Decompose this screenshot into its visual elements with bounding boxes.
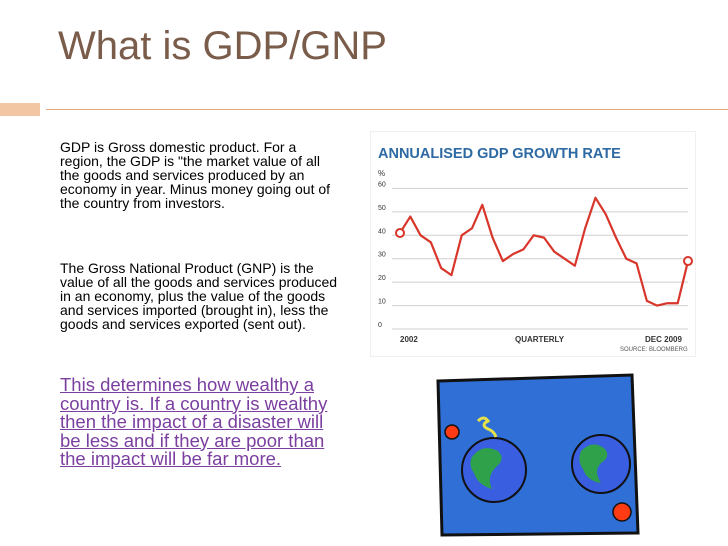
x-end-label: DEC 2009 <box>645 335 682 344</box>
x-axis-label: QUARTERLY <box>515 335 565 344</box>
y-tick-label: 0 <box>378 322 382 329</box>
series-start-point <box>395 227 405 238</box>
title-rule-accent <box>0 103 40 116</box>
y-axis-ticks: 0 10 20 30 40 50 60 <box>378 181 386 329</box>
chart-frame <box>370 131 696 357</box>
gdp-growth-chart: ANNUALISED GDP GROWTH RATE % 0 10 20 30 40 50… <box>370 131 696 357</box>
globe-left-icon <box>461 437 527 503</box>
wealth-link[interactable]: This determines how wealthy a country is… <box>60 374 328 469</box>
chart-source: SOURCE: BLOOMBERG <box>620 347 688 353</box>
series-end-point <box>683 256 693 267</box>
y-tick-label: 50 <box>378 205 386 212</box>
gdp-definition: GDP is Gross domestic product. For a reg… <box>60 139 331 211</box>
gdp-series-line <box>399 196 690 307</box>
gnp-definition: The Gross National Product (GNP) is the … <box>60 260 338 332</box>
chart-title: ANNUALISED GDP GROWTH RATE <box>378 146 621 162</box>
x-start-label: 2002 <box>400 335 418 344</box>
chart-gridlines <box>392 187 688 330</box>
y-axis-unit: % <box>378 169 385 178</box>
money-sign-icon <box>476 416 498 438</box>
y-tick-label: 60 <box>378 181 386 188</box>
title-rule-gap <box>40 103 46 116</box>
planet-red-top-icon <box>444 424 460 440</box>
y-tick-label: 20 <box>378 275 386 282</box>
y-tick-label: 40 <box>378 228 386 235</box>
globes-clipart-icon <box>436 373 640 537</box>
title-rule-line <box>46 109 728 110</box>
globe-right-land <box>579 444 608 483</box>
y-tick-label: 10 <box>378 299 386 306</box>
y-tick-label: 30 <box>378 252 386 259</box>
globe-left-land <box>470 448 502 489</box>
slide-title: What is GDP/GNP <box>58 24 387 68</box>
planet-red-bottom-icon <box>612 502 632 522</box>
